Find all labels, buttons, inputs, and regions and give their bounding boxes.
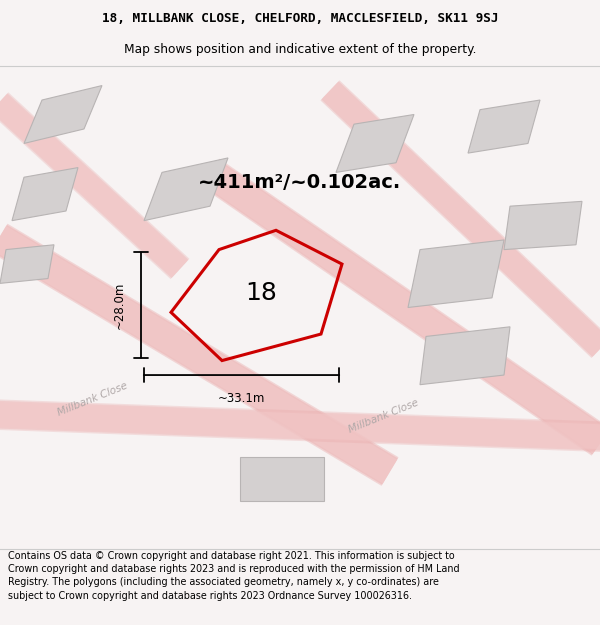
Polygon shape bbox=[408, 240, 504, 308]
Text: Millbank Close: Millbank Close bbox=[56, 381, 130, 418]
Text: 18, MILLBANK CLOSE, CHELFORD, MACCLESFIELD, SK11 9SJ: 18, MILLBANK CLOSE, CHELFORD, MACCLESFIE… bbox=[102, 12, 498, 25]
Polygon shape bbox=[336, 114, 414, 172]
Text: ~411m²/~0.102ac.: ~411m²/~0.102ac. bbox=[199, 173, 401, 191]
Polygon shape bbox=[240, 457, 324, 501]
Text: Map shows position and indicative extent of the property.: Map shows position and indicative extent… bbox=[124, 42, 476, 56]
Polygon shape bbox=[12, 168, 78, 221]
Polygon shape bbox=[504, 201, 582, 249]
Polygon shape bbox=[420, 327, 510, 385]
Polygon shape bbox=[144, 158, 228, 221]
Text: ~28.0m: ~28.0m bbox=[113, 281, 126, 329]
Text: Contains OS data © Crown copyright and database right 2021. This information is : Contains OS data © Crown copyright and d… bbox=[8, 551, 460, 601]
Polygon shape bbox=[0, 245, 54, 283]
Text: Millbank Close: Millbank Close bbox=[347, 398, 421, 435]
Polygon shape bbox=[468, 100, 540, 153]
Text: 18: 18 bbox=[245, 281, 277, 305]
Polygon shape bbox=[24, 86, 102, 144]
Text: ~33.1m: ~33.1m bbox=[218, 392, 265, 405]
